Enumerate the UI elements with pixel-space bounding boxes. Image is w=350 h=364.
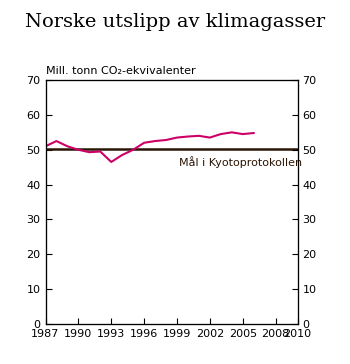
Text: Mill. tonn CO₂-ekvivalenter: Mill. tonn CO₂-ekvivalenter [46, 66, 195, 76]
Text: Norske utslipp av klimagasser: Norske utslipp av klimagasser [25, 13, 325, 31]
Text: Mål i Kyotoprotokollen: Mål i Kyotoprotokollen [179, 157, 302, 168]
